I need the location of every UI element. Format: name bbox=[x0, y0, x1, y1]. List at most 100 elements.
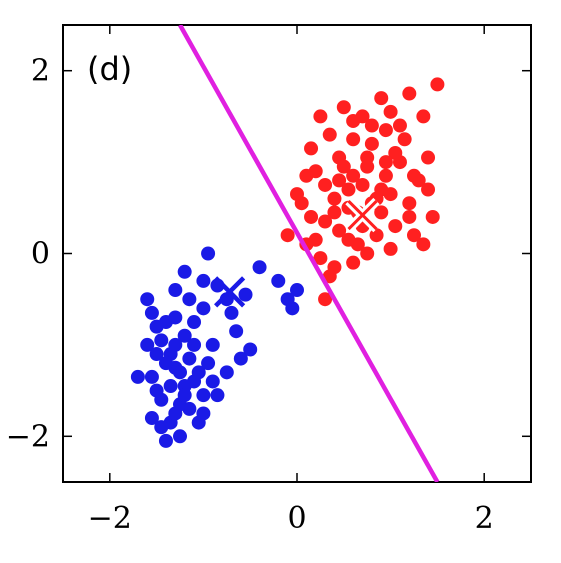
series-0-point bbox=[304, 141, 319, 156]
data-layer bbox=[130, 25, 445, 482]
series-1-point bbox=[191, 365, 206, 380]
plot-frame bbox=[62, 24, 532, 483]
series-1-point bbox=[243, 342, 258, 357]
series-0-point bbox=[374, 91, 389, 106]
series-0-point bbox=[374, 205, 389, 220]
series-0-point bbox=[397, 132, 412, 147]
series-1-point bbox=[149, 347, 164, 362]
series-0-point bbox=[346, 168, 361, 183]
series-0-point bbox=[416, 237, 431, 252]
series-0-point bbox=[360, 150, 375, 165]
series-0-point bbox=[327, 205, 342, 220]
centroid-marker bbox=[347, 200, 378, 231]
series-0-point bbox=[341, 182, 356, 197]
series-0-point bbox=[383, 104, 398, 119]
series-0-point bbox=[299, 168, 314, 183]
series-0-point bbox=[322, 127, 337, 142]
series-0-point bbox=[290, 187, 304, 202]
series-1-point bbox=[271, 273, 286, 288]
y-tick-label: −2 bbox=[6, 419, 50, 454]
series-1-point bbox=[210, 388, 225, 403]
series-0-point bbox=[355, 177, 370, 192]
series-0-point bbox=[327, 191, 342, 206]
series-0-point bbox=[308, 232, 323, 247]
x-tick-label: −2 bbox=[88, 501, 132, 536]
series-1-point bbox=[154, 420, 169, 435]
series-1-point bbox=[168, 283, 183, 298]
series-1-point bbox=[290, 283, 304, 298]
series-1-point bbox=[149, 383, 164, 398]
panel-label: (d) bbox=[87, 50, 132, 88]
series-0-point bbox=[280, 228, 295, 243]
series-0-point bbox=[425, 209, 440, 224]
series-0-point bbox=[346, 113, 361, 128]
decision-boundary-line bbox=[178, 25, 440, 482]
series-0-point bbox=[364, 136, 379, 151]
series-0-point bbox=[360, 246, 375, 261]
series-0-point bbox=[407, 228, 421, 243]
series-0-point bbox=[346, 255, 361, 270]
series-1-point bbox=[224, 305, 239, 320]
series-1-point bbox=[196, 406, 211, 421]
x-tick-label: 0 bbox=[287, 501, 306, 536]
series-0-point bbox=[332, 173, 347, 188]
series-1-point bbox=[229, 324, 244, 339]
series-0-point bbox=[313, 109, 328, 124]
series-0-point bbox=[346, 132, 361, 147]
series-1-point bbox=[158, 433, 173, 448]
series-1-point bbox=[144, 369, 159, 384]
series-1-point bbox=[201, 246, 216, 261]
series-1-point bbox=[158, 356, 173, 371]
series-1-point bbox=[177, 328, 192, 343]
series-1-point bbox=[130, 369, 145, 384]
series-0-point bbox=[378, 155, 393, 170]
series-1-point bbox=[173, 365, 187, 380]
series-0-point bbox=[378, 123, 393, 138]
series-1-point bbox=[187, 315, 202, 330]
series-0-point bbox=[336, 159, 351, 174]
series-0-point bbox=[421, 182, 436, 197]
series-0-point bbox=[350, 237, 365, 252]
series-1-point bbox=[252, 260, 267, 275]
series-1-point bbox=[285, 301, 300, 316]
series-0-point bbox=[332, 223, 347, 238]
series-0-point bbox=[322, 269, 337, 284]
y-tick-label: 0 bbox=[31, 237, 50, 272]
series-0-point bbox=[318, 214, 333, 229]
series-0-point bbox=[392, 118, 407, 133]
series-1-point bbox=[140, 292, 155, 307]
axis-ticks: −2 0 2 −2 0 2 bbox=[6, 25, 531, 536]
series-1-point bbox=[182, 292, 197, 307]
series-0-point bbox=[378, 168, 393, 183]
series-1-point bbox=[168, 337, 183, 352]
series-0-point bbox=[318, 292, 333, 307]
series-1-point bbox=[177, 264, 192, 279]
centroid-marker bbox=[214, 276, 246, 308]
series-0-point bbox=[304, 209, 319, 224]
series-0-point bbox=[402, 86, 417, 101]
series-1-point bbox=[144, 411, 159, 426]
series-0-point bbox=[313, 251, 328, 266]
series-0-point bbox=[430, 77, 445, 92]
series-0-point bbox=[388, 219, 403, 234]
series-0-point bbox=[383, 241, 398, 256]
series-0-point bbox=[407, 168, 421, 183]
series-1-point bbox=[177, 388, 192, 403]
series-1-point bbox=[182, 351, 197, 366]
series-1-point bbox=[144, 305, 159, 320]
series-1-point bbox=[205, 337, 220, 352]
series-1-point bbox=[140, 337, 155, 352]
series-0-point bbox=[402, 196, 417, 211]
series-0-point bbox=[388, 145, 403, 160]
series-0-point bbox=[416, 109, 431, 124]
series-1-point bbox=[233, 351, 248, 366]
series-0-point bbox=[336, 100, 351, 115]
series-0-point bbox=[364, 118, 379, 133]
series-1-point bbox=[154, 333, 169, 348]
series-1-point bbox=[201, 356, 216, 371]
series-1-point bbox=[196, 388, 211, 403]
series-1-point bbox=[168, 406, 183, 421]
series-1-point bbox=[187, 337, 202, 352]
series-0-point bbox=[318, 177, 333, 192]
